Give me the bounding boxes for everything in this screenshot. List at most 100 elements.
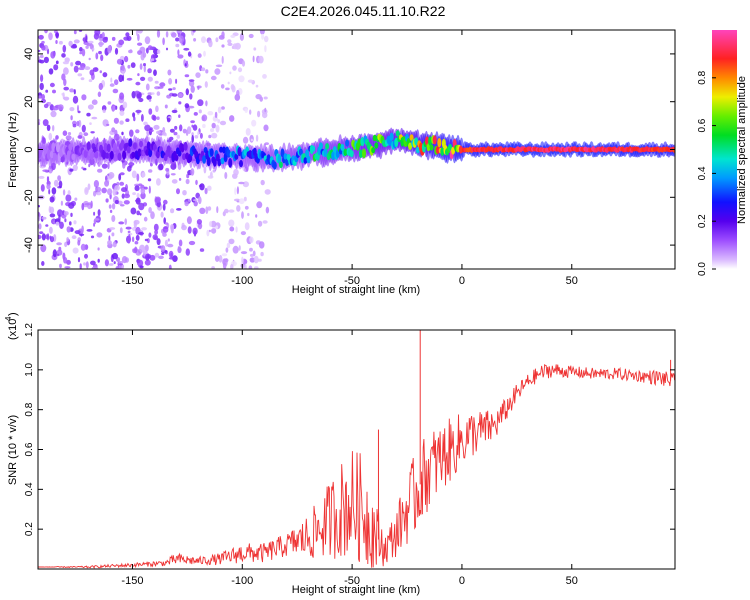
noise-blob — [112, 88, 119, 94]
noise-blob — [57, 175, 61, 182]
noise-blob — [132, 192, 137, 196]
noise-blob — [253, 255, 259, 264]
noise-blob — [127, 240, 131, 244]
noise-blob — [97, 247, 100, 251]
noise-blob — [120, 204, 125, 207]
noise-blob — [133, 219, 140, 225]
noise-blob — [73, 30, 77, 35]
noise-blob — [95, 52, 99, 60]
noise-blob — [147, 254, 151, 259]
noise-blob — [208, 40, 213, 48]
noise-blob — [90, 200, 93, 209]
noise-blob — [153, 124, 160, 130]
ridge-core — [343, 148, 348, 156]
noise-blob — [148, 169, 153, 173]
noise-blob — [217, 106, 222, 114]
noise-blob — [199, 248, 205, 252]
noise-blob — [244, 205, 249, 210]
noise-blob — [135, 199, 141, 203]
noise-blob — [159, 82, 166, 87]
noise-blob — [66, 259, 71, 265]
ridge-core — [174, 154, 179, 161]
noise-blob — [250, 138, 253, 142]
noise-blob — [48, 32, 53, 41]
snr-multiplier-close: ) — [7, 312, 19, 316]
noise-blob — [205, 206, 209, 214]
noise-blob — [38, 119, 41, 123]
noise-blob — [259, 30, 265, 35]
noise-blob — [102, 72, 108, 78]
noise-blob — [101, 163, 108, 169]
noise-blob — [160, 245, 166, 252]
noise-blob — [168, 257, 175, 260]
spectrogram-marks — [38, 30, 675, 269]
noise-blob — [187, 226, 192, 234]
noise-blob — [142, 52, 147, 58]
ridge-core — [432, 135, 437, 145]
noise-blob — [134, 185, 140, 192]
noise-blob — [134, 90, 140, 95]
noise-blob — [234, 187, 237, 196]
y-tick-label: 40 — [23, 48, 35, 60]
noise-blob — [86, 112, 91, 117]
y-tick-label: -40 — [23, 237, 35, 253]
noise-blob — [223, 258, 229, 263]
noise-blob — [93, 211, 96, 216]
noise-blob — [144, 36, 151, 45]
colorbar-tick-label: 0.4 — [697, 166, 708, 180]
noise-blob — [238, 245, 241, 251]
noise-blob — [239, 33, 244, 41]
noise-blob — [81, 202, 85, 211]
noise-blob — [158, 163, 164, 171]
noise-blob — [119, 92, 125, 100]
noise-blob — [184, 103, 190, 109]
noise-blob — [67, 132, 72, 136]
spectrogram-y-ticks: -40 -20 0 20 40 — [23, 48, 675, 253]
noise-blob — [93, 190, 97, 197]
ridge-core — [325, 143, 330, 150]
noise-blob — [156, 49, 161, 54]
noise-blob — [205, 69, 209, 74]
noise-blob — [111, 215, 116, 222]
noise-blob — [66, 226, 71, 233]
ridge-core — [311, 145, 316, 152]
noise-blob — [146, 47, 149, 54]
noise-blob — [48, 188, 51, 195]
noise-blob — [98, 82, 104, 91]
noise-blob — [263, 35, 269, 43]
ridge-core — [217, 158, 222, 167]
noise-blob — [49, 236, 55, 243]
ridge-core — [148, 148, 153, 158]
noise-blob — [85, 261, 89, 269]
noise-blob — [131, 91, 136, 99]
noise-blob — [181, 224, 187, 231]
noise-blob — [136, 192, 140, 199]
noise-blob — [186, 216, 192, 225]
noise-blob — [184, 201, 189, 207]
noise-blob — [155, 196, 161, 203]
noise-blob — [84, 187, 89, 195]
noise-blob — [119, 181, 125, 186]
noise-blob — [99, 70, 103, 74]
noise-blob — [125, 226, 132, 230]
noise-blob — [79, 263, 82, 269]
noise-blob — [109, 83, 115, 87]
noise-blob — [51, 187, 57, 195]
y-tick-label: -20 — [23, 189, 35, 205]
noise-blob — [238, 198, 245, 205]
noise-blob — [227, 39, 232, 44]
noise-blob — [227, 42, 233, 47]
snr-marks — [38, 330, 675, 569]
noise-blob — [167, 238, 170, 242]
noise-blob — [214, 111, 218, 119]
noise-blob — [77, 104, 79, 113]
noise-blob — [176, 208, 182, 211]
noise-blob — [90, 260, 96, 266]
noise-blob — [42, 119, 49, 127]
noise-blob — [87, 104, 94, 110]
noise-blob — [222, 262, 227, 269]
ridge-core — [105, 152, 110, 159]
noise-blob — [166, 117, 171, 123]
noise-blob — [264, 45, 267, 53]
noise-blob — [139, 244, 146, 253]
